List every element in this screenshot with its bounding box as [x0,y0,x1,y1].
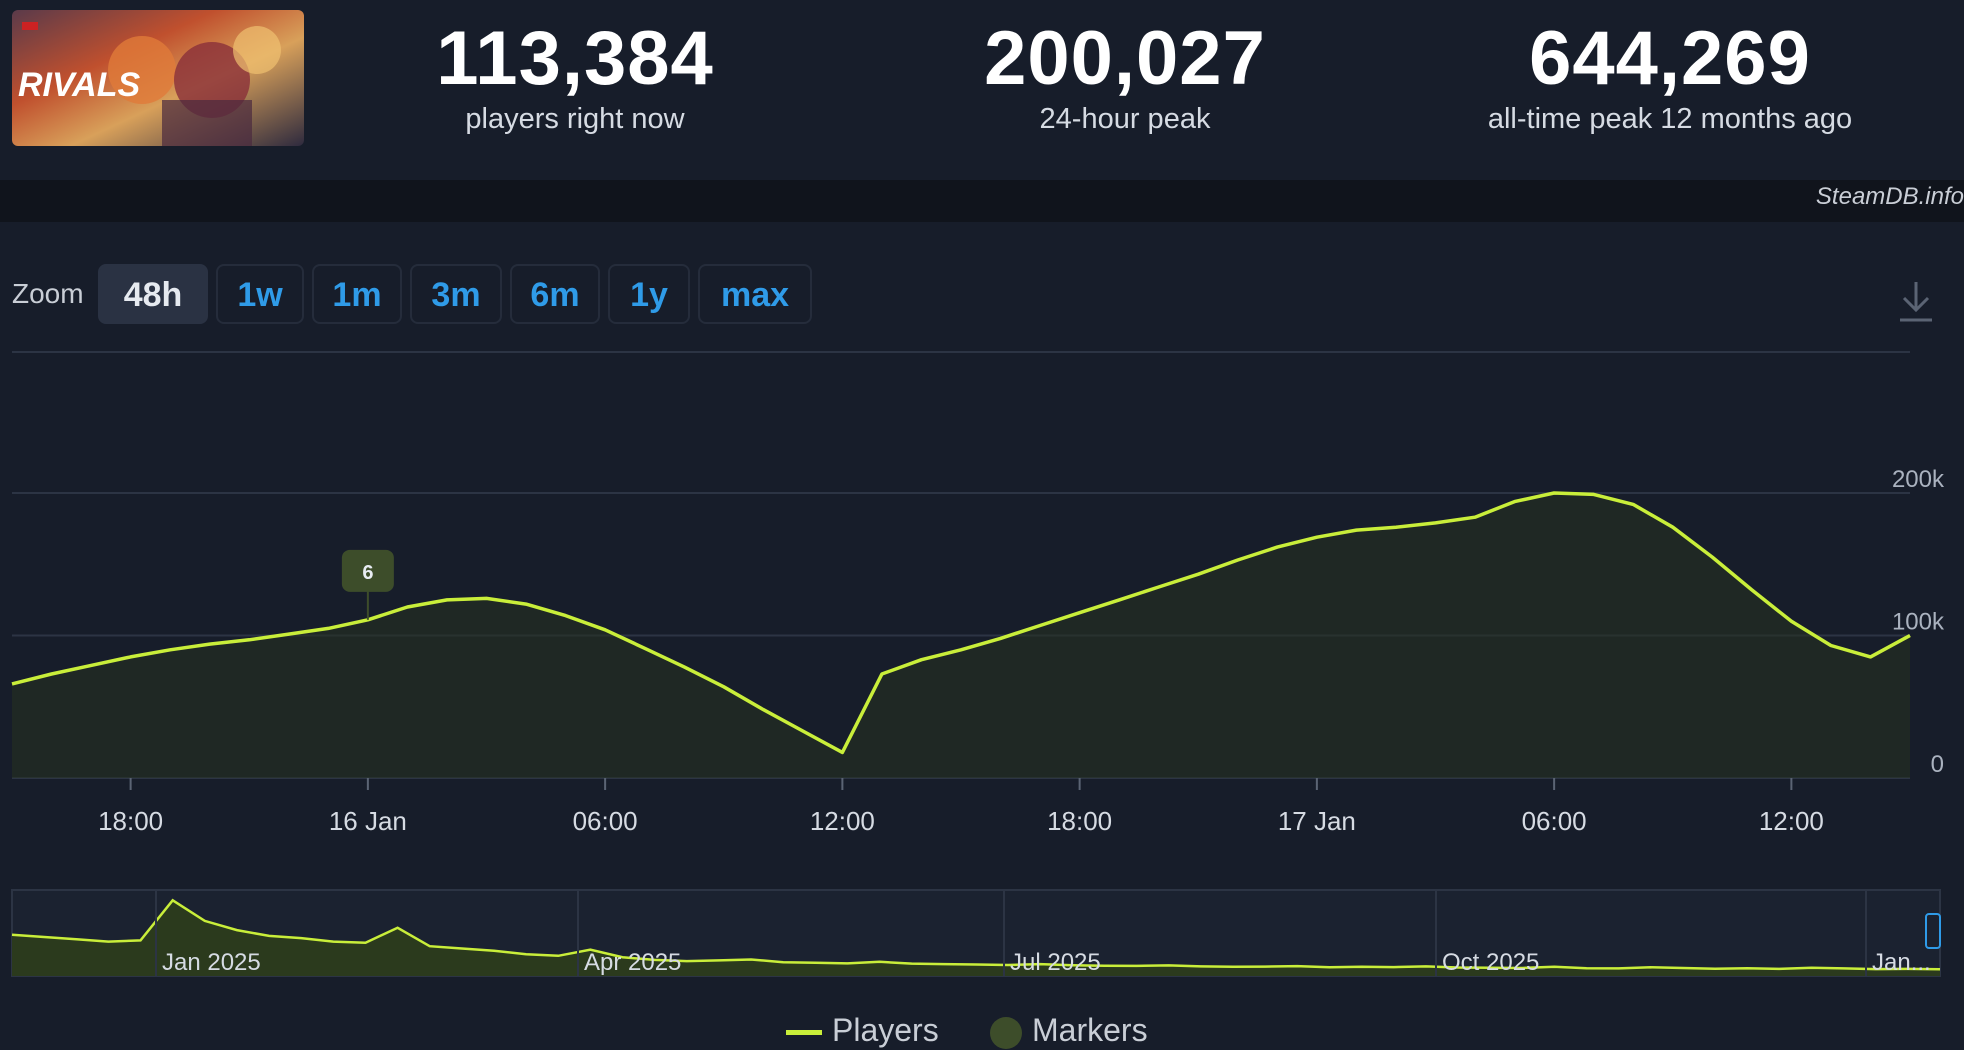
stats-header: RIVALS 113,384 players right now 200,027… [0,0,1964,178]
legend-players[interactable]: Players [786,1012,939,1049]
zoom-label: Zoom [12,278,84,309]
zoom-48h-button[interactable]: 48h [98,264,208,324]
x-tick-label: 17 Jan [1278,806,1356,836]
x-tick-label: 06:00 [1522,806,1587,836]
players-area [12,493,1910,778]
zoom-1y-button[interactable]: 1y [608,264,690,324]
chart-area [12,493,1910,778]
y-tick-label: 0 [1931,751,1944,778]
navigator-label: Jul 2025 [1010,949,1101,976]
stat-value: 113,384 [436,16,714,101]
chart-series [11,491,1911,755]
zoom-6m-button[interactable]: 6m [510,264,600,324]
stat-label: 24-hour peak [1039,103,1211,135]
x-tick-label: 06:00 [573,806,638,836]
x-axis-ticks: 18:00 16 Jan 06:00 12:00 18:00 17 Jan 06:00 12:… [98,778,1824,836]
game-banner-image: RIVALS [12,10,304,146]
stat-all-time-peak: 644,269 all-time peak 12 months ago [1440,16,1900,136]
x-tick-label: 12:00 [810,806,875,836]
navigator-handle[interactable] [1925,913,1941,949]
stat-value: 644,269 [1529,16,1811,101]
navigator-label: Apr 2025 [584,949,681,976]
stat-label: players right now [465,103,685,135]
marker-label: 6 [362,562,373,584]
navigator-label: Oct 2025 [1442,949,1539,976]
x-tick-label: 18:00 [98,806,163,836]
y-tick-label: 100k [1892,609,1945,636]
chart-marker[interactable]: 6 [341,549,394,620]
x-tick-label: 18:00 [1047,806,1112,836]
player-count-chart[interactable]: 6 0 100k 200k 18:00 16 Jan 06:00 12:00 18:00 17… [0,340,1964,1012]
legend-label: Players [832,1012,939,1048]
legend-line-icon [786,1030,822,1036]
y-axis-ticks: 0 100k 200k [1892,466,1945,778]
source-credit-link[interactable]: SteamDB.info [1815,183,1964,210]
zoom-1m-button[interactable]: 1m [312,264,402,324]
stat-label: all-time peak 12 months ago [1487,103,1853,135]
navigator-label: Jan 2025 [162,949,261,976]
navigator-label: Jan... [1872,949,1931,976]
game-logo-text: RIVALS [18,66,140,104]
download-icon[interactable] [1896,278,1936,324]
stat-24h-peak: 200,027 24-hour peak [930,16,1320,136]
navigator[interactable]: Jan 2025 Apr 2025 Jul 2025 Oct 2025 Jan... [11,889,1941,977]
legend-marker-icon [990,1016,1022,1049]
zoom-max-button[interactable]: max [698,264,812,324]
x-tick-label: 12:00 [1759,806,1824,836]
navigator-line [11,898,1941,971]
chart-markers[interactable]: 6 [341,549,394,620]
x-tick-label: 16 Jan [329,806,407,836]
stat-players-now: 113,384 players right now [390,16,760,136]
stat-value: 200,027 [984,16,1266,101]
chart-header-strip [0,180,1964,222]
players-line [11,491,1911,755]
legend-markers[interactable]: Markers [990,1012,1148,1049]
zoom-1w-button[interactable]: 1w [216,264,304,324]
legend-label: Markers [1032,1012,1148,1048]
zoom-3m-button[interactable]: 3m [410,264,502,324]
y-tick-label: 200k [1892,466,1945,493]
navigator-area [12,900,1940,976]
